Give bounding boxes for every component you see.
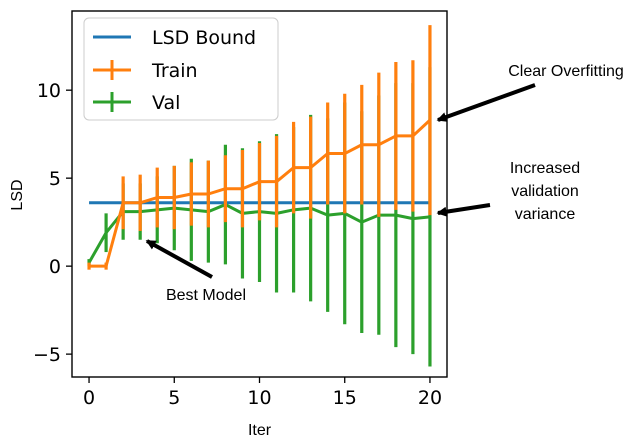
- arrow-increased-variance: [436, 203, 491, 217]
- y-tick-label: 5: [49, 168, 61, 190]
- y-tick-label: 0: [49, 256, 61, 278]
- legend-label-val: Val: [152, 92, 180, 114]
- series-layer: [87, 25, 432, 367]
- ticks-layer: 0 5 10 15 20 −5 0 5 10: [33, 80, 442, 409]
- y-tick-label: 10: [37, 80, 61, 102]
- x-tick-label: 0: [83, 387, 95, 409]
- legend-label-train: Train: [151, 60, 198, 82]
- annotation-increased-variance-line-2: validation: [511, 183, 579, 200]
- train-line: [89, 119, 431, 268]
- annotations: Clear Overfitting Increased validation v…: [145, 63, 624, 304]
- annotation-increased-variance-line-1: Increased: [510, 160, 580, 177]
- annotation-clear-overfitting: Clear Overfitting: [508, 63, 624, 80]
- x-tick-label: 20: [418, 387, 442, 409]
- x-tick-label: 5: [168, 387, 180, 409]
- x-tick-label: 10: [247, 387, 271, 409]
- legend: LSD Bound Train Val: [83, 17, 279, 121]
- annotation-best-model: Best Model: [166, 287, 246, 304]
- arrow-clear-overfitting: [436, 83, 536, 122]
- x-axis-label: Iter: [248, 422, 272, 439]
- arrow-best-model: [145, 239, 213, 279]
- annotation-increased-variance-line-3: variance: [515, 206, 576, 223]
- legend-label-lsd-bound: LSD Bound: [152, 27, 256, 49]
- y-tick-label: −5: [33, 344, 61, 366]
- x-tick-label: 15: [333, 387, 357, 409]
- y-axis-label: LSD: [9, 179, 26, 210]
- legend-box: [83, 17, 279, 121]
